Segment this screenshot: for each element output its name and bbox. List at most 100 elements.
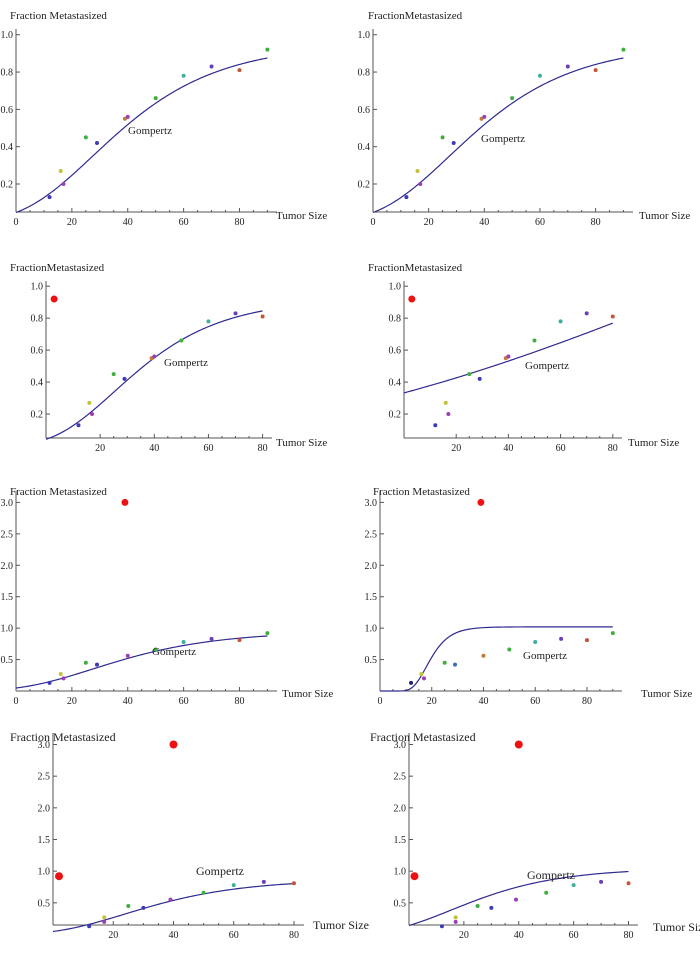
x-tick-label: 20 <box>67 217 77 228</box>
x-tick-label: 60 <box>530 696 540 707</box>
data-point <box>533 639 538 644</box>
gompertz-annotation: Gompertz <box>152 646 196 658</box>
data-point <box>181 639 186 644</box>
x-tick-label: 0 <box>14 696 19 707</box>
data-point <box>153 96 158 101</box>
y-tick-label: 2.0 <box>1 561 14 572</box>
y-tick-label: 0.6 <box>1 105 14 116</box>
y-tick-label: 2.0 <box>38 803 51 814</box>
y-tick-label: 3.0 <box>38 740 51 751</box>
data-point <box>141 905 146 910</box>
gompertz-annotation: Gompertz <box>525 360 569 372</box>
y-tick-label: 2.5 <box>38 772 51 783</box>
data-point <box>510 96 515 101</box>
data-point <box>181 73 186 78</box>
x-tick-label: 80 <box>289 930 299 941</box>
x-tick-label: 80 <box>608 443 618 454</box>
y-tick-label: 0.8 <box>1 68 14 79</box>
y-tick-label: 2.5 <box>394 772 407 783</box>
data-point <box>446 412 451 417</box>
outlier-point <box>477 498 485 506</box>
data-point <box>265 47 270 52</box>
data-point <box>415 168 420 173</box>
x-tick-label: 40 <box>479 217 489 228</box>
data-point <box>76 423 81 428</box>
x-tick-label: 20 <box>424 217 434 228</box>
y-tick-label: 1.0 <box>31 282 44 293</box>
data-point <box>152 354 157 359</box>
y-tick-label: 1.0 <box>1 624 14 635</box>
x-axis-title: Tumor Size <box>313 918 369 932</box>
y-tick-label: 0.6 <box>389 346 402 357</box>
y-tick-label: 0.5 <box>1 655 14 666</box>
x-axis-title: Tumor Size <box>641 688 692 700</box>
y-tick-label: 0.4 <box>389 378 402 389</box>
data-point <box>90 412 95 417</box>
data-point <box>83 660 88 665</box>
x-tick-label: 60 <box>179 696 189 707</box>
y-axis-title: Fraction Metastasized <box>10 10 107 22</box>
x-tick-label: 60 <box>569 930 579 941</box>
x-tick-label: 0 <box>378 696 383 707</box>
outlier-point <box>408 295 416 303</box>
data-point <box>626 881 631 886</box>
y-tick-label: 1.0 <box>1 30 14 41</box>
gompertz-annotation: Gompertz <box>523 650 567 662</box>
y-tick-label: 1.0 <box>394 867 407 878</box>
x-tick-label: 60 <box>535 217 545 228</box>
gompertz-fit-curve <box>403 322 613 394</box>
x-tick-label: 20 <box>427 696 437 707</box>
data-point <box>453 662 458 667</box>
data-point <box>102 915 107 920</box>
chart-panel-1: 0 20 40 60 80 0.2 0.4 0.6 0.8 1.0 Fraction Metasta… <box>1 10 328 228</box>
data-point <box>237 638 242 643</box>
y-tick-label: 0.5 <box>394 898 407 909</box>
data-point <box>443 400 448 405</box>
x-tick-label: 40 <box>123 217 133 228</box>
y-axis-title: Fraction Metastasized <box>10 730 116 744</box>
x-tick-label: 40 <box>514 930 524 941</box>
data-point <box>544 890 549 895</box>
x-tick-label: 20 <box>451 443 461 454</box>
data-point <box>209 636 214 641</box>
x-tick-label: 80 <box>591 217 601 228</box>
data-point <box>507 647 512 652</box>
y-tick-label: 0.2 <box>389 410 402 421</box>
y-tick-label: 2.0 <box>394 803 407 814</box>
data-point <box>153 647 158 652</box>
data-point <box>593 68 598 73</box>
y-axis-title: Fraction Metastasized <box>370 730 476 744</box>
gompertz-fit-curve <box>15 635 268 689</box>
data-point <box>179 338 184 343</box>
data-point <box>237 68 242 73</box>
data-point <box>571 883 576 888</box>
data-point <box>565 64 570 69</box>
data-point <box>168 897 173 902</box>
x-tick-label: 20 <box>95 443 105 454</box>
x-tick-label: 20 <box>67 696 77 707</box>
data-point <box>442 660 447 665</box>
data-point <box>558 319 563 324</box>
data-point <box>489 905 494 910</box>
y-tick-label: 0.2 <box>31 410 44 421</box>
data-point <box>58 672 63 677</box>
chart-panel-4: 20 40 60 80 0.2 0.4 0.6 0.8 1.0 FractionMetastasi… <box>368 262 679 454</box>
data-point <box>537 73 542 78</box>
data-point <box>209 64 214 69</box>
x-tick-label: 80 <box>624 930 634 941</box>
y-tick-label: 0.6 <box>31 346 44 357</box>
data-point <box>265 631 270 636</box>
x-tick-label: 40 <box>503 443 513 454</box>
data-point <box>261 879 266 884</box>
data-point <box>433 423 438 428</box>
gompertz-fit-curve <box>408 870 629 927</box>
outlier-point <box>121 498 129 506</box>
y-tick-label: 0.4 <box>31 378 44 389</box>
data-point <box>453 919 458 924</box>
data-point <box>125 114 130 119</box>
data-point <box>475 904 480 908</box>
y-tick-label: 0.4 <box>1 142 14 153</box>
y-tick-label: 1.5 <box>1 592 14 603</box>
